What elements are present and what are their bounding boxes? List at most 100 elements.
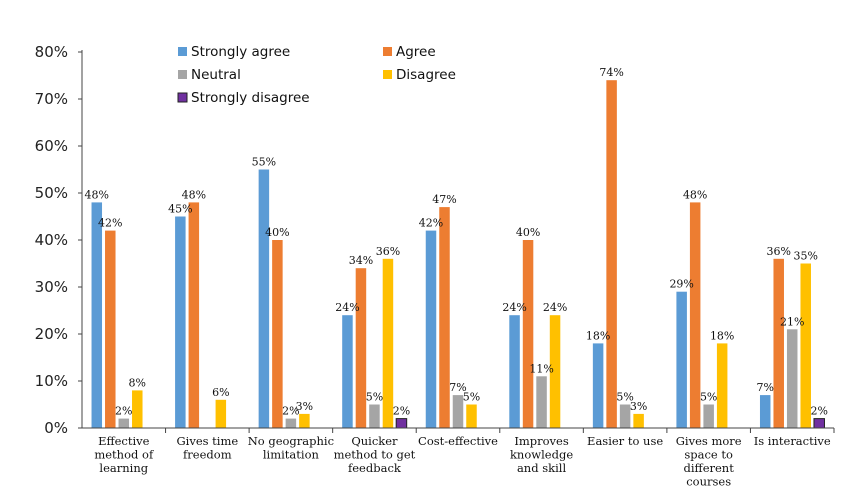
bar: [439, 207, 450, 428]
bar: [759, 395, 771, 428]
bar: [813, 418, 825, 429]
data-label: 24%: [543, 301, 567, 314]
data-label: 2%: [810, 405, 827, 418]
legend-label: Agree: [396, 44, 436, 60]
bar: [425, 230, 437, 428]
bar: [786, 329, 798, 428]
bar: [716, 343, 728, 428]
data-label: 34%: [349, 254, 373, 267]
data-label: 45%: [168, 203, 192, 216]
data-label: 36%: [766, 245, 790, 258]
bar: [549, 315, 561, 428]
data-label: 55%: [252, 156, 276, 169]
bar: [132, 390, 143, 428]
data-label: 48%: [85, 188, 109, 201]
data-label: 42%: [419, 217, 443, 230]
x-tick-label: Is interactive: [754, 434, 831, 448]
legend-label: Neutral: [191, 67, 241, 83]
bar: [105, 230, 116, 428]
data-label: 2%: [393, 405, 410, 418]
y-tick-label: 40%: [35, 231, 68, 249]
data-label: 40%: [265, 226, 289, 239]
x-tick-label: Effective method of learning: [94, 434, 154, 475]
bar: [466, 404, 477, 428]
y-tick-label: 60%: [35, 137, 68, 155]
x-tick-label: Improves knowledge and skill: [510, 434, 573, 475]
bar: [773, 258, 784, 428]
x-tick-label: Gives time freedom: [176, 434, 238, 462]
data-label: 5%: [616, 391, 633, 404]
x-tick-label: Quicker method to get feedback: [334, 434, 416, 475]
data-label: 7%: [756, 381, 773, 394]
bar: [299, 413, 310, 428]
bar: [188, 202, 200, 428]
bar: [619, 404, 631, 428]
bar: [536, 376, 547, 428]
legend-label: Disagree: [396, 67, 456, 83]
bar: [285, 418, 297, 428]
data-label: 5%: [700, 391, 717, 404]
bar: [689, 202, 701, 428]
data-label: 11%: [529, 362, 553, 375]
bar: [509, 315, 520, 428]
data-label: 48%: [182, 188, 206, 201]
legend-swatch: [383, 70, 392, 79]
data-label: 40%: [516, 226, 540, 239]
data-label: 21%: [780, 315, 804, 328]
bar: [118, 418, 130, 428]
x-tick-label: Cost-effective: [418, 434, 498, 448]
bar: [606, 80, 617, 428]
data-label: 18%: [586, 329, 610, 342]
data-label: 2%: [115, 405, 132, 418]
y-tick-label: 80%: [35, 43, 68, 61]
y-tick-label: 30%: [35, 278, 68, 296]
bar: [395, 418, 408, 429]
data-label: 3%: [630, 400, 647, 413]
data-label: 47%: [432, 193, 456, 206]
data-label: 24%: [335, 301, 359, 314]
x-tick-label: Gives more space to different courses: [676, 434, 742, 487]
y-tick-label: 0%: [44, 419, 68, 437]
bars: [91, 80, 825, 429]
data-label: 3%: [296, 400, 313, 413]
data-label: 5%: [463, 391, 480, 404]
data-label: 8%: [129, 376, 146, 389]
y-tick-label: 10%: [35, 372, 68, 390]
data-label: 42%: [98, 217, 122, 230]
legend: Strongly agree Agree Neutral Disagree Strong…: [177, 44, 456, 106]
bar: [272, 240, 283, 428]
data-labels: 48%42%2%8%45%48%6%55%40%2%3%24%34%5%36%2…: [85, 66, 828, 417]
data-label: 29%: [669, 278, 693, 291]
bar: [355, 268, 367, 428]
y-axis: 0% 10% 20% 30% 40% 50% 60% 70% 80%: [35, 43, 83, 437]
data-label: 7%: [449, 381, 466, 394]
y-tick-label: 50%: [35, 184, 68, 202]
bar: [452, 395, 464, 428]
bar: [215, 399, 227, 428]
x-tick-label: Easier to use: [587, 434, 663, 448]
data-label: 48%: [683, 188, 707, 201]
data-label: 24%: [502, 301, 526, 314]
bar: [175, 216, 186, 428]
legend-swatch: [178, 70, 187, 79]
legend-swatch: [177, 92, 188, 103]
legend-swatch: [383, 47, 392, 56]
legend-label: Strongly disagree: [191, 90, 310, 106]
data-label: 6%: [212, 386, 229, 399]
bar: [342, 315, 353, 428]
x-tick-label: No geographic limitation: [248, 434, 334, 462]
bar: [676, 291, 687, 428]
bar: [522, 240, 534, 428]
x-axis: Effective method of learning Gives time free…: [82, 427, 835, 487]
y-tick-label: 70%: [35, 90, 68, 108]
bar: [382, 258, 394, 428]
data-label: 2%: [282, 405, 299, 418]
bar: [703, 404, 714, 428]
y-tick-label: 20%: [35, 325, 68, 343]
data-label: 35%: [793, 250, 817, 263]
data-label: 36%: [376, 245, 400, 258]
data-label: 5%: [366, 391, 383, 404]
bar: [633, 413, 644, 428]
data-label: 74%: [599, 66, 623, 79]
